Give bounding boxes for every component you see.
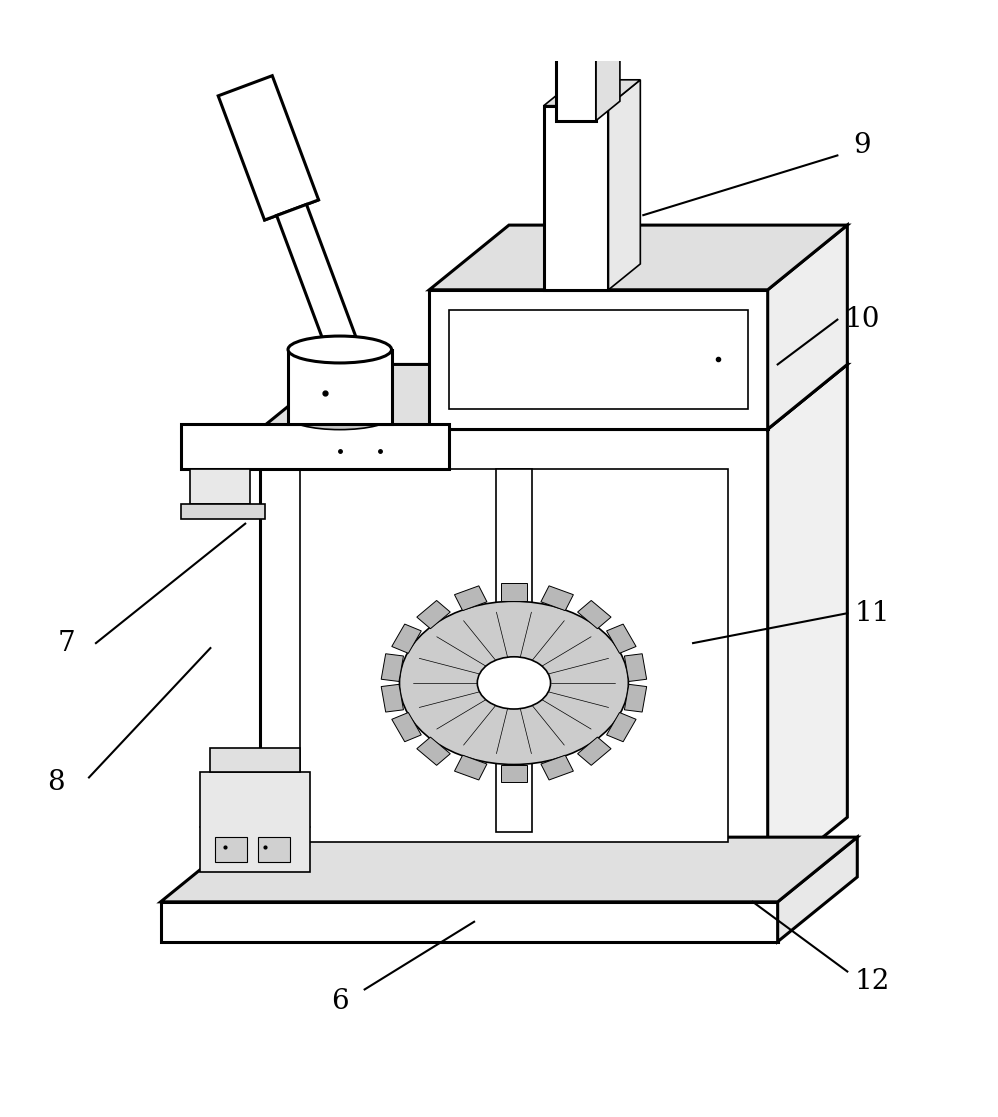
- Polygon shape: [260, 429, 767, 882]
- Polygon shape: [578, 737, 611, 765]
- Polygon shape: [556, 0, 596, 121]
- Polygon shape: [300, 469, 728, 842]
- Polygon shape: [596, 0, 620, 121]
- Bar: [258, 837, 290, 862]
- Polygon shape: [211, 747, 300, 773]
- Text: 7: 7: [57, 630, 75, 657]
- Polygon shape: [392, 713, 421, 742]
- Ellipse shape: [477, 657, 551, 709]
- Polygon shape: [609, 79, 641, 289]
- Polygon shape: [454, 755, 487, 780]
- Polygon shape: [541, 585, 574, 611]
- Text: 12: 12: [854, 968, 890, 995]
- Polygon shape: [541, 755, 574, 780]
- Ellipse shape: [399, 601, 629, 764]
- Polygon shape: [501, 764, 527, 782]
- Text: 8: 8: [47, 768, 65, 796]
- Text: 6: 6: [331, 987, 348, 1015]
- Polygon shape: [161, 901, 777, 942]
- Polygon shape: [191, 469, 250, 504]
- Bar: [216, 837, 248, 862]
- Ellipse shape: [288, 336, 391, 363]
- Polygon shape: [501, 583, 527, 601]
- Polygon shape: [429, 226, 847, 289]
- Ellipse shape: [288, 403, 391, 430]
- Polygon shape: [578, 601, 611, 629]
- Polygon shape: [417, 737, 450, 765]
- Polygon shape: [219, 76, 318, 220]
- Polygon shape: [201, 773, 310, 872]
- Polygon shape: [767, 364, 847, 882]
- Polygon shape: [392, 624, 421, 653]
- Polygon shape: [276, 204, 356, 350]
- Bar: [496, 469, 532, 832]
- Polygon shape: [454, 585, 487, 611]
- Polygon shape: [429, 289, 767, 429]
- Polygon shape: [181, 504, 265, 518]
- Polygon shape: [607, 713, 636, 742]
- Polygon shape: [381, 653, 403, 681]
- Polygon shape: [607, 624, 636, 653]
- Polygon shape: [544, 106, 609, 289]
- Polygon shape: [449, 309, 748, 409]
- Polygon shape: [777, 837, 857, 942]
- Polygon shape: [625, 653, 647, 681]
- Polygon shape: [625, 685, 647, 712]
- Text: 11: 11: [854, 600, 890, 627]
- Polygon shape: [181, 424, 449, 469]
- Text: 10: 10: [844, 306, 880, 333]
- Polygon shape: [260, 364, 847, 429]
- Polygon shape: [544, 79, 641, 106]
- Text: 9: 9: [853, 132, 871, 159]
- Polygon shape: [767, 226, 847, 429]
- Polygon shape: [417, 601, 450, 629]
- Polygon shape: [161, 837, 857, 901]
- Polygon shape: [381, 685, 403, 712]
- Polygon shape: [288, 350, 391, 424]
